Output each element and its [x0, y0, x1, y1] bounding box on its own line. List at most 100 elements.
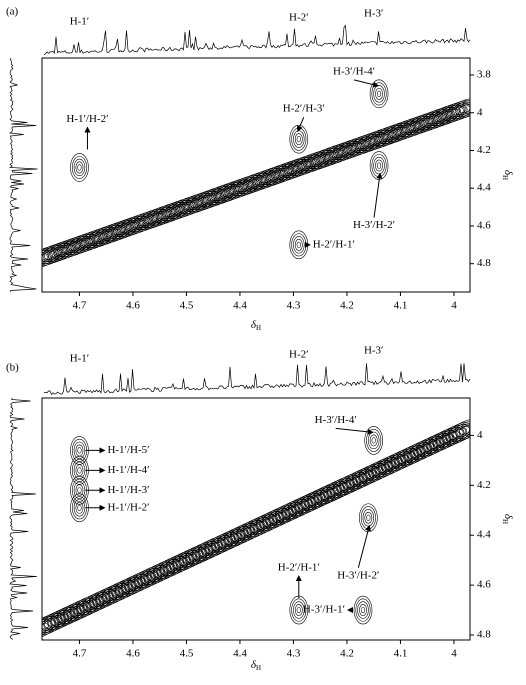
peak-contour	[371, 154, 387, 178]
diagonal-contour	[47, 609, 76, 628]
diagonal-contour	[452, 428, 467, 438]
diagonal-contour	[346, 473, 368, 488]
diagonal-contour	[431, 106, 462, 124]
diagonal-contour	[383, 448, 420, 472]
diagonal-contour	[255, 508, 292, 532]
diagonal-contour	[422, 430, 458, 454]
diagonal-contour	[82, 596, 104, 611]
diagonal-contour	[178, 544, 214, 568]
y-tick-label: 4.6	[477, 579, 491, 591]
diagonal-contour	[204, 190, 227, 204]
diagonal-contour	[69, 238, 92, 251]
y-tick-label: 4.8	[477, 257, 491, 269]
diagonal-contour	[313, 151, 336, 165]
diagonal-contour	[67, 242, 82, 252]
diagonal-contour	[407, 122, 422, 132]
peak-contour	[353, 595, 373, 625]
peak-contour	[71, 155, 87, 179]
diagonal-contour	[59, 603, 89, 622]
peak-contour	[75, 501, 84, 514]
diagonal-contour	[113, 574, 150, 597]
diagonal-contour	[42, 620, 53, 635]
peak-contour	[364, 426, 384, 455]
peak-label: H-3′/H-2′	[337, 569, 379, 581]
diagonal-contour	[156, 210, 171, 220]
diagonal-contour	[159, 560, 181, 575]
diagonal-contour	[377, 129, 400, 143]
peak-contour	[369, 151, 389, 180]
y-tick-label: 4.2	[477, 144, 491, 156]
diagonal-contour	[140, 569, 162, 584]
diagonal-contour	[384, 127, 406, 140]
diagonal-contour	[166, 204, 188, 217]
diagonal-contour	[117, 576, 147, 595]
peak-contour	[289, 124, 309, 154]
diagonal-contour	[159, 206, 182, 220]
cross-peak	[369, 151, 389, 180]
diagonal-contour	[126, 568, 163, 591]
diagonal-contour	[458, 425, 470, 435]
plot-area	[42, 418, 470, 639]
diagonal-contour	[262, 170, 284, 183]
diagonal-contour	[326, 147, 349, 161]
cross-peak	[359, 503, 378, 533]
diagonal-contour	[150, 212, 165, 222]
y-tick-label: 4.4	[477, 182, 491, 194]
x-tick-label: 4.7	[73, 648, 87, 660]
diagonal-contour	[243, 176, 265, 190]
diagonal-contour	[266, 172, 281, 181]
diagonal-contour	[448, 104, 470, 118]
diagonal-contour	[42, 615, 63, 634]
diagonal-contour	[272, 169, 287, 179]
diagonal-contour	[300, 156, 323, 170]
diagonal-contour	[165, 550, 202, 574]
x-tick-label: 4.2	[340, 300, 354, 312]
diagonal-contour	[42, 253, 50, 263]
diagonal-contour	[76, 599, 98, 614]
diagonal-contour	[191, 545, 214, 560]
peak-contour	[291, 233, 307, 257]
diagonal-contour	[416, 115, 439, 129]
diagonal-contour	[197, 535, 234, 559]
peak-arrow	[335, 427, 374, 435]
x-tick-label: 4.5	[180, 300, 194, 312]
panel-label: (a)	[6, 6, 19, 18]
diagonal-contour	[182, 201, 197, 211]
spectrum-label: H-2′	[289, 349, 309, 361]
cross-peak	[70, 153, 89, 182]
diagonal-contour	[420, 117, 435, 127]
diagonal-contour	[259, 174, 274, 184]
x-tick-label: 4.7	[73, 300, 87, 312]
diagonal-contour	[252, 513, 281, 532]
diagonal-contour	[445, 423, 470, 443]
diagonal-contour	[216, 526, 253, 550]
diagonal-contour	[43, 607, 80, 630]
diagonal-contour	[184, 541, 221, 565]
diagonal-contour	[211, 536, 233, 551]
diagonal-contour	[249, 518, 271, 533]
axis-symbol: δ	[502, 514, 514, 520]
diagonal-contour	[371, 461, 393, 476]
diagonal-contour	[169, 206, 184, 215]
diagonal-contour	[397, 449, 419, 464]
diagonal-contour	[120, 571, 157, 594]
peak-contour	[77, 164, 82, 171]
diagonal-contour	[214, 190, 229, 200]
diagonal-contour	[291, 495, 320, 514]
peak-label: H-1′/H-3′	[107, 484, 149, 496]
diagonal-contour	[56, 601, 92, 624]
diagonal-contour	[98, 585, 127, 604]
x-tick-label: 4.6	[126, 300, 140, 312]
diagonal-contour	[42, 617, 59, 632]
spectrum-label: H-1′	[70, 353, 90, 365]
diagonal-contour	[194, 540, 224, 559]
diagonal-contour	[76, 235, 98, 249]
diagonal-contour	[275, 506, 297, 521]
peak-contour	[368, 431, 380, 450]
peak-arrow	[353, 79, 380, 88]
diagonal-contour	[384, 455, 406, 470]
diagonal-contour	[118, 224, 133, 234]
diagonal-contour	[198, 542, 220, 557]
diagonal-contour	[88, 231, 111, 245]
diagonal-contour	[441, 421, 470, 445]
